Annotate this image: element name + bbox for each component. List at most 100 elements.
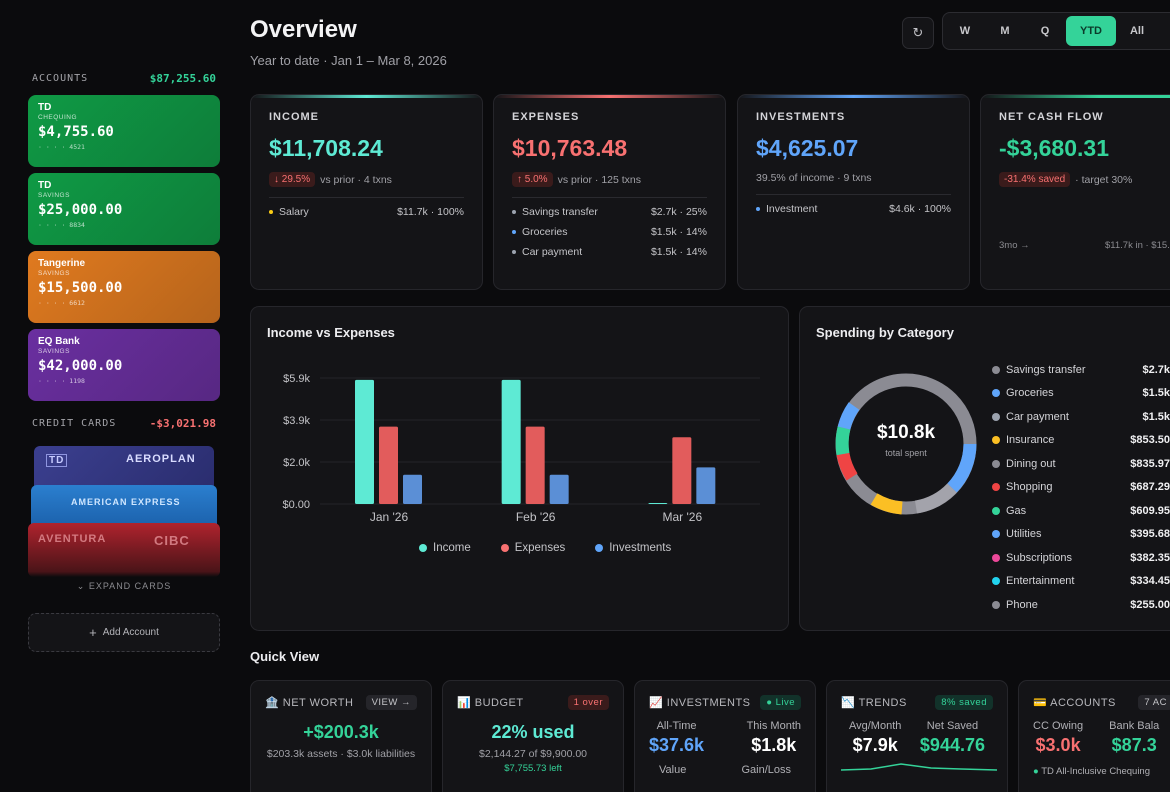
account-bank: TD xyxy=(38,102,52,113)
category-value: $853.50 xyxy=(1130,434,1170,447)
net-worth-card[interactable]: 🏦 NET WORTH VIEW → +$200.3k $203.3k asse… xyxy=(250,680,432,792)
dot-icon xyxy=(512,250,516,255)
net-worth-label: NET WORTH xyxy=(282,697,354,709)
y-tick-label: $2.0k xyxy=(283,457,310,469)
donut-car xyxy=(914,483,957,514)
row-name: Car payment xyxy=(522,246,583,258)
budget-card[interactable]: 📊 BUDGET 1 over 22% used $2,144.27 of $9… xyxy=(442,680,624,792)
expenses-card[interactable]: EXPENSES $10,763.48 ↑ 5.0% vs prior · 12… xyxy=(493,94,726,290)
investments-label: INVESTMENTS xyxy=(756,111,846,123)
category-name: Phone xyxy=(1006,598,1038,611)
arrow-down-icon: ↓ xyxy=(274,174,279,185)
bar-investments[interactable] xyxy=(403,474,422,504)
income-vs-expenses-chart: $5.9k $3.9k $2.0k $0.00 Jan '26 Feb '26 Mar '2… xyxy=(282,373,760,524)
bar-income[interactable] xyxy=(648,503,668,504)
donut-gas xyxy=(835,426,851,456)
period-q[interactable]: Q xyxy=(1040,25,1050,37)
account-type: SAVINGS xyxy=(38,348,70,355)
legend-dot-icon xyxy=(595,543,604,552)
refresh-button[interactable]: ↻ xyxy=(902,17,934,49)
trends-sparkline-line xyxy=(840,763,998,771)
bar-investments[interactable] xyxy=(549,474,569,504)
net-worth-value: +$200.3k xyxy=(303,722,379,742)
investments-quick-card[interactable]: 📈 INVESTMENTS ● Live All-Time $37.6k This… xyxy=(634,680,816,792)
expenses-accent-bar xyxy=(494,95,725,98)
accounts-label: ACCOUNTS xyxy=(32,73,89,84)
category-name: Utilities xyxy=(1006,528,1042,541)
income-vs-expenses-title: Income vs Expenses xyxy=(267,325,395,340)
refresh-icon: ↻ xyxy=(912,25,924,40)
category-item[interactable]: Insurance $853.50 xyxy=(992,429,1170,453)
category-item[interactable]: Entertainment $334.45 xyxy=(992,570,1170,594)
legend-item-investments[interactable]: Investments xyxy=(595,542,671,554)
period-w[interactable]: W xyxy=(959,25,971,37)
donut-shopping xyxy=(836,452,858,481)
divider xyxy=(269,197,464,198)
card-icon: 💳 xyxy=(1033,697,1048,709)
category-dot-icon xyxy=(992,530,1000,539)
account-card[interactable]: TD CHEQUING $4,755.60 · · · · 4521 xyxy=(28,95,220,167)
donut-groceries xyxy=(947,443,977,493)
account-card[interactable]: EQ Bank SAVINGS $42,000.00 · · · · 1198 xyxy=(28,329,220,401)
investments-card[interactable]: INVESTMENTS $4,625.07 39.5% of income · … xyxy=(737,94,970,290)
period-ytd[interactable]: YTD xyxy=(1066,16,1116,46)
account-number: · · · · 6612 xyxy=(38,299,85,307)
bar-expenses[interactable] xyxy=(379,426,398,504)
bar-expenses[interactable] xyxy=(672,437,692,504)
row-name: Groceries xyxy=(522,226,568,238)
donut-utilities xyxy=(837,402,860,430)
credit-cards-header: CREDIT CARDS -$3,021.98 xyxy=(32,417,216,430)
account-card[interactable]: TD SAVINGS $25,000.00 · · · · 8834 xyxy=(28,173,220,245)
net-cash-flow-card[interactable]: NET CASH FLOW -$3,680.31 -31.4% saved · … xyxy=(980,94,1170,290)
category-item[interactable]: Car payment $1.5k xyxy=(992,405,1170,429)
category-item[interactable]: Groceries $1.5k xyxy=(992,382,1170,406)
trends-card[interactable]: 📉 TRENDS 8% saved Avg/Month $7.9k Net Sav… xyxy=(826,680,1008,792)
expenses-value: $10,763.48 xyxy=(512,135,628,161)
expand-cards-button[interactable]: ⌄ EXPAND CARDS xyxy=(28,581,220,592)
category-item[interactable]: Shopping $687.29 xyxy=(992,476,1170,500)
bar-expenses[interactable] xyxy=(525,426,545,504)
page-title: Overview xyxy=(250,16,357,43)
account-number: · · · · 8834 xyxy=(38,221,85,229)
accounts-quick-card[interactable]: 💳 ACCOUNTS 7 AC CC Owing $3.0k Bank Bala $… xyxy=(1018,680,1170,792)
income-card[interactable]: INCOME $11,708.24 ↓ 29.5% vs prior · 4 t… xyxy=(250,94,483,290)
period-m[interactable]: M xyxy=(1000,25,1010,37)
investments-accent-bar xyxy=(738,95,969,98)
all-time-label: All-Time xyxy=(656,720,697,732)
category-item[interactable]: Subscriptions $382.35 xyxy=(992,546,1170,570)
category-value: $835.97 xyxy=(1130,457,1170,470)
trends-label: TRENDS xyxy=(858,697,907,709)
chevron-down-icon: ⌄ xyxy=(76,581,86,591)
row-name: Savings transfer xyxy=(522,206,598,218)
category-dot-icon xyxy=(992,506,1000,515)
category-item[interactable]: Phone $255.00 xyxy=(992,593,1170,617)
credit-card-aeroplan[interactable]: TD AEROPLAN ✶ xyxy=(34,446,214,492)
budget-left: $7,755.73 left xyxy=(504,762,562,774)
category-item[interactable]: Gas $609.95 xyxy=(992,499,1170,523)
breakdown-row: Salary $11.7k · 100% xyxy=(269,206,464,218)
category-item[interactable]: Savings transfer $2.7k xyxy=(992,358,1170,382)
legend-item-expenses[interactable]: Expenses xyxy=(500,542,565,554)
y-tick-label: $5.9k xyxy=(283,373,310,385)
row-value: $4.6k · 100% xyxy=(889,203,951,215)
category-dot-icon xyxy=(992,412,1000,421)
category-item[interactable]: Dining out $835.97 xyxy=(992,452,1170,476)
investments-quick-label: INVESTMENTS xyxy=(666,697,751,709)
category-item[interactable]: Utilities $395.68 xyxy=(992,523,1170,547)
gain-loss-label: Gain/Loss xyxy=(741,764,791,776)
row-value: $11.7k · 100% xyxy=(397,206,464,218)
dot-icon xyxy=(269,210,273,215)
x-tick-label: Feb '26 xyxy=(516,510,556,524)
credit-card-aventura[interactable]: AVENTURA CIBC xyxy=(28,523,220,577)
account-card[interactable]: Tangerine SAVINGS $15,500.00 · · · · 6612 xyxy=(28,251,220,323)
bar-investments[interactable] xyxy=(696,467,716,504)
breakdown-row: Groceries $1.5k · 14% xyxy=(512,226,707,238)
legend-item-income[interactable]: Income xyxy=(419,542,471,554)
period-all[interactable]: All xyxy=(1129,25,1145,37)
add-account-button[interactable]: + Add Account xyxy=(28,613,220,652)
category-dot-icon xyxy=(992,365,1000,374)
netflow-range: 3mo → xyxy=(999,240,1030,251)
view-net-worth-button[interactable]: VIEW → xyxy=(365,695,417,710)
bar-income[interactable] xyxy=(355,379,374,504)
bar-income[interactable] xyxy=(501,379,521,504)
